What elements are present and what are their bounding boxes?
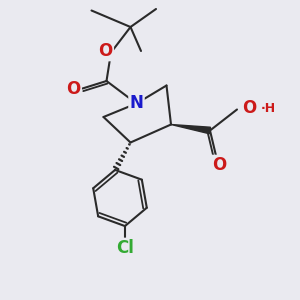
Text: O: O: [66, 80, 81, 98]
Text: Cl: Cl: [116, 239, 134, 257]
Text: O: O: [212, 156, 226, 174]
Text: O: O: [242, 99, 257, 117]
Text: O: O: [98, 42, 113, 60]
Text: ·H: ·H: [260, 101, 275, 115]
Polygon shape: [171, 124, 211, 134]
Text: N: N: [130, 94, 143, 112]
